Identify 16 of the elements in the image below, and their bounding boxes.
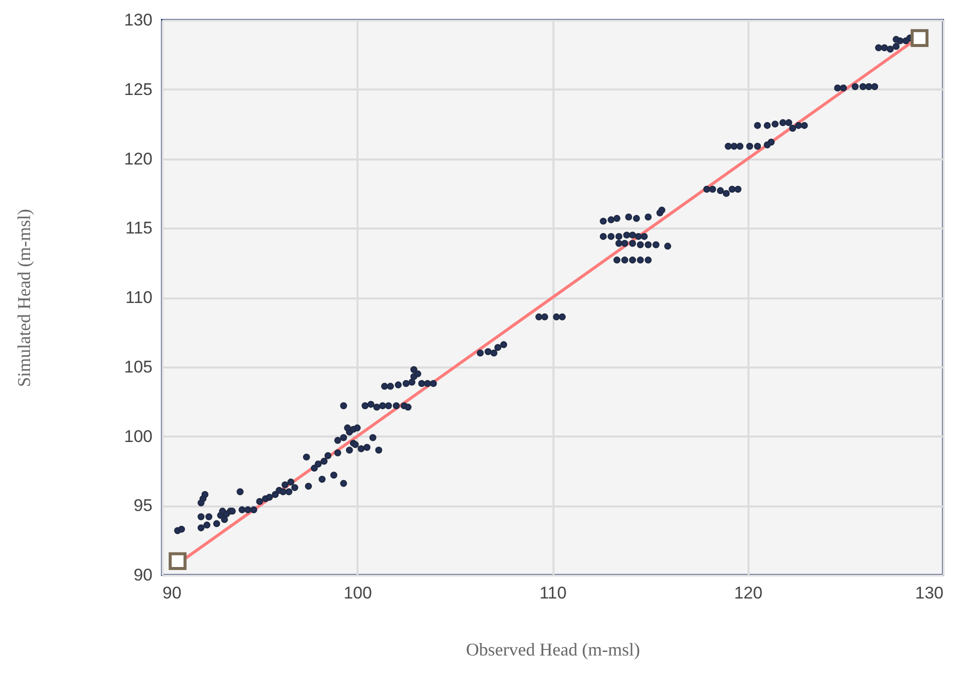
y-tick-label: 125	[124, 80, 152, 99]
y-tick-label: 110	[125, 288, 152, 307]
y-axis-title: Simulated Head (m-msl)	[14, 209, 34, 387]
x-axis-title: Observed Head (m-msl)	[466, 640, 640, 660]
x-tick-label: 120	[734, 584, 762, 602]
y-tick-label: 130	[124, 10, 152, 30]
y-tick-label: 120	[124, 149, 152, 168]
y-tick-label: 95	[134, 496, 152, 516]
y-tick-label: 115	[125, 218, 152, 238]
y-tick-label: 105	[124, 357, 152, 376]
x-tick-label: 110	[539, 584, 567, 602]
y-tick-label: 100	[124, 426, 152, 446]
y-tick-label: 90	[134, 566, 152, 584]
x-tick-label: 130	[915, 584, 944, 602]
x-tick-label: 90	[162, 584, 182, 602]
x-tick-label: 100	[344, 584, 372, 602]
